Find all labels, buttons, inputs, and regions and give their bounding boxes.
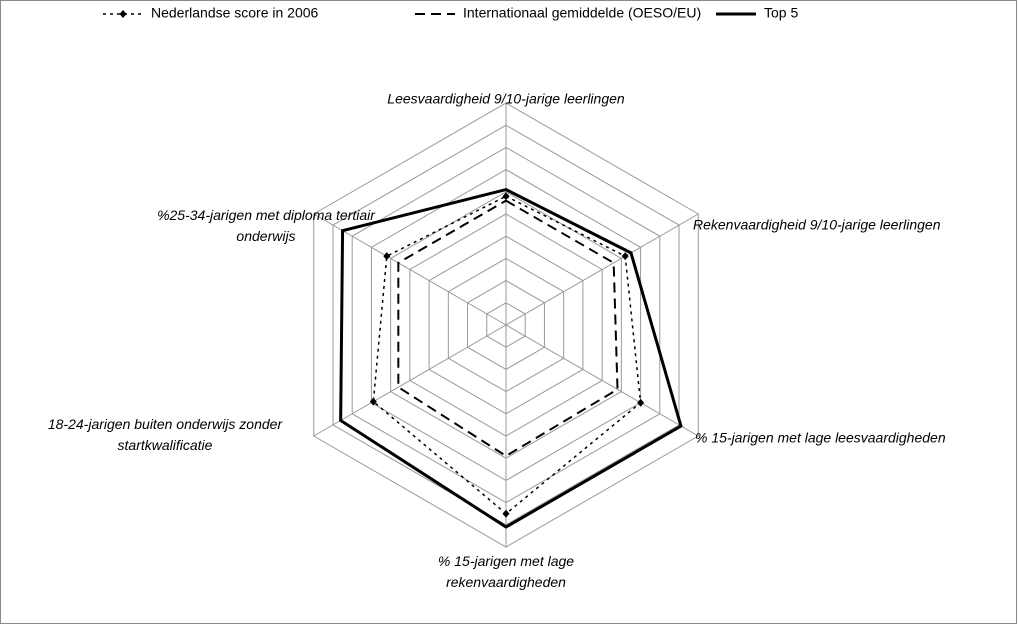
marker [502, 192, 510, 201]
label-line: onderwijs [236, 228, 295, 244]
axis-spoke [505, 324, 699, 437]
marker [637, 398, 645, 407]
category-label: %25-34-jarigen met diploma tertiair onder… [157, 207, 376, 244]
label-line: rekenvaardigheden [446, 574, 566, 590]
category-label: 18-24-jarigen buiten onderwijs zonder sta… [48, 416, 284, 453]
category-label: Rekenvaardigheid 9/10-jarige leerlingen [693, 217, 941, 233]
marker [369, 397, 377, 406]
legend-label: Nederlandse score in 2006 [151, 5, 319, 21]
category-label: Leesvaardigheid 9/10-jarige leerlingen [387, 91, 625, 107]
axis-spoke [313, 324, 507, 437]
label-line: % 15-jarigen met lage [438, 553, 574, 569]
legend-label: Internationaal gemiddelde (OESO/EU) [463, 5, 701, 21]
label-line: 18-24-jarigen buiten onderwijs zonder [48, 416, 284, 432]
label-line: %25-34-jarigen met diploma tertiair [157, 207, 376, 223]
marker [502, 509, 510, 518]
legend-marker [119, 10, 127, 18]
marker [621, 252, 629, 261]
series-line [397, 199, 619, 458]
series-line [339, 187, 683, 529]
legend-label: Top 5 [764, 5, 798, 21]
axis-spoke [505, 213, 699, 326]
category-label: % 15-jarigen met lage rekenvaardigheden [438, 553, 574, 590]
category-label: % 15-jarigen met lage leesvaardigheden [695, 430, 946, 446]
axis-spoke [313, 213, 507, 326]
marker [383, 252, 391, 261]
label-line: startkwalificatie [118, 437, 213, 453]
